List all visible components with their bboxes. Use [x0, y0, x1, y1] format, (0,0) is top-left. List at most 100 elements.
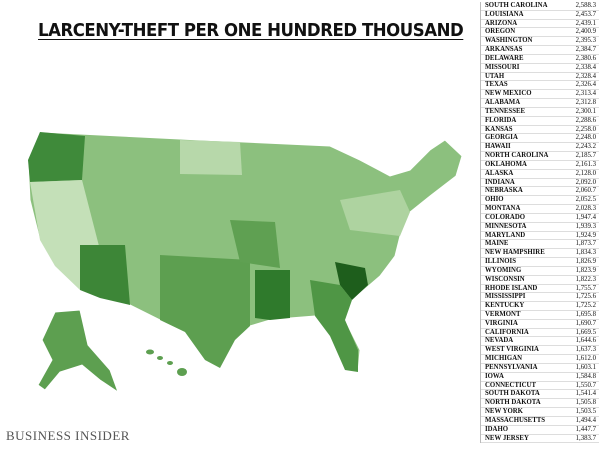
state-name: NEBRASKA — [485, 187, 523, 195]
table-row: ARKANSAS 2,384.7 — [481, 46, 599, 55]
table-row: MARYLAND 1,924.9 — [481, 232, 599, 241]
state-name: MISSOURI — [485, 63, 520, 71]
table-row: WASHINGTON 2,395.3 — [481, 37, 599, 47]
rate-value: 1,503.5 — [575, 408, 596, 416]
rate-value: 1,822.3 — [575, 275, 596, 283]
table-row: TEXAS 2,326.4 — [481, 81, 599, 91]
state-name: SOUTH DAKOTA — [485, 390, 540, 398]
state-name: IOWA — [485, 372, 504, 380]
rate-value: 1,924.9 — [575, 231, 596, 239]
state-name: NEW HAMPSHIRE — [485, 249, 545, 257]
rate-value: 1,383.7 — [575, 434, 596, 442]
rate-value: 1,644.6 — [575, 337, 596, 345]
rate-value: 1,725.6 — [575, 293, 596, 301]
alaska — [37, 309, 119, 394]
rate-value: 2,326.4 — [575, 81, 596, 89]
state-name: IDAHO — [485, 425, 509, 433]
state-name: CONNECTICUT — [485, 381, 536, 389]
state-name: KENTUCKY — [485, 302, 525, 310]
region-dark — [335, 262, 368, 300]
rate-value: 2,288.6 — [575, 116, 596, 124]
state-name: DELAWARE — [485, 54, 524, 62]
state-name: TENNESSEE — [485, 107, 526, 115]
table-row: RHODE ISLAND 1,755.7 — [481, 285, 599, 294]
state-name: NEVADA — [485, 337, 514, 345]
state-name: TEXAS — [485, 81, 508, 89]
table-row: NEW YORK 1,503.5 — [481, 408, 599, 417]
rate-value: 2,380.6 — [575, 54, 596, 62]
table-row: KENTUCKY 1,725.2 — [481, 302, 599, 311]
rate-value: 1,695.8 — [575, 310, 596, 318]
table-row: OKLAHOMA 2,161.3 — [481, 161, 599, 170]
table-row: CALIFORNIA 1,669.5 — [481, 329, 599, 338]
table-row: TENNESSEE 2,300.1 — [481, 108, 599, 117]
table-row: ALASKA 2,128.0 — [481, 170, 599, 179]
table-row: MASSACHUSETTS 1,494.4 — [481, 417, 599, 426]
table-row: ALABAMA 2,312.8 — [481, 99, 599, 108]
rate-value: 2,092.0 — [575, 178, 596, 186]
rate-value: 1,947.4 — [575, 213, 596, 221]
state-name: MASSACHUSETTS — [485, 416, 546, 424]
rate-value: 2,248.0 — [575, 134, 596, 142]
hawaii — [157, 356, 163, 360]
state-name: MISSISSIPPI — [485, 293, 526, 301]
rate-value: 1,541.4 — [575, 390, 596, 398]
hawaii — [177, 368, 187, 376]
state-name: NEW YORK — [485, 408, 523, 416]
state-name: HAWAII — [485, 143, 511, 151]
rate-value: 2,395.3 — [575, 37, 596, 45]
rate-value: 1,823.9 — [575, 266, 596, 274]
table-row: FLORIDA 2,288.6 — [481, 117, 599, 126]
state-name: MAINE — [485, 240, 509, 248]
table-row: NEVADA 1,644.6 — [481, 337, 599, 347]
rate-value: 1,834.3 — [575, 249, 596, 257]
rate-value: 2,439.1 — [575, 19, 596, 27]
rate-value: 2,052.5 — [575, 196, 596, 204]
table-row: GEORGIA 2,248.0 — [481, 134, 599, 144]
region-mid — [310, 280, 358, 372]
state-name: COLORADO — [485, 213, 526, 221]
region-light — [340, 190, 410, 236]
rate-value: 2,258.0 — [575, 125, 596, 133]
state-name: KANSAS — [485, 125, 513, 133]
state-name: MONTANA — [485, 205, 521, 213]
table-row: VERMONT 1,695.8 — [481, 311, 599, 320]
region-dark — [255, 270, 290, 320]
table-row: HAWAII 2,243.2 — [481, 143, 599, 153]
title: LARCENY-THEFT PER ONE HUNDRED THOUSAND — [38, 20, 464, 41]
rate-value: 1,755.7 — [575, 284, 596, 292]
table-row: LOUISIANA 2,453.7 — [481, 11, 599, 20]
state-name: WISCONSIN — [485, 275, 525, 283]
rate-value: 2,300.1 — [575, 107, 596, 115]
rate-value: 1,584.8 — [575, 372, 596, 380]
table-row: COLORADO 1,947.4 — [481, 214, 599, 223]
rate-value: 1,637.3 — [575, 346, 596, 354]
table-row: UTAH 2,328.4 — [481, 73, 599, 82]
ranking-table: SOUTH CAROLINA 2,588.3 LOUISIANA 2,453.7 ARI… — [480, 2, 599, 444]
map — [27, 131, 463, 394]
state-name: VERMONT — [485, 310, 521, 318]
table-row: MONTANA 2,028.3 — [481, 205, 599, 214]
table-row: CONNECTICUT 1,550.7 — [481, 382, 599, 391]
table-row: NEW MEXICO 2,313.4 — [481, 90, 599, 100]
table-row: MAINE 1,873.7 — [481, 240, 599, 250]
state-name: MARYLAND — [485, 231, 526, 239]
hawaii — [146, 349, 154, 355]
table-row: NORTH CAROLINA 2,185.7 — [481, 152, 599, 161]
rate-value: 2,028.3 — [575, 205, 596, 213]
table-row: KANSAS 2,258.0 — [481, 126, 599, 135]
table-row: NEW HAMPSHIRE 1,834.3 — [481, 249, 599, 259]
state-name: WEST VIRGINIA — [485, 346, 539, 354]
state-name: WYOMING — [485, 266, 522, 274]
table-row: MISSISSIPPI 1,725.6 — [481, 293, 599, 303]
rate-value: 1,690.7 — [575, 319, 596, 327]
table-row: PENNSYLVANIA 1,603.1 — [481, 364, 599, 373]
rate-value: 2,328.4 — [575, 72, 596, 80]
region-light — [180, 140, 242, 175]
state-name: MICHIGAN — [485, 355, 523, 363]
table-row: NORTH DAKOTA 1,505.8 — [481, 399, 599, 409]
rate-value: 2,338.4 — [575, 63, 596, 71]
table-row: INDIANA 2,092.0 — [481, 179, 599, 188]
table-row: IOWA 1,584.8 — [481, 373, 599, 382]
state-name: FLORIDA — [485, 116, 517, 124]
